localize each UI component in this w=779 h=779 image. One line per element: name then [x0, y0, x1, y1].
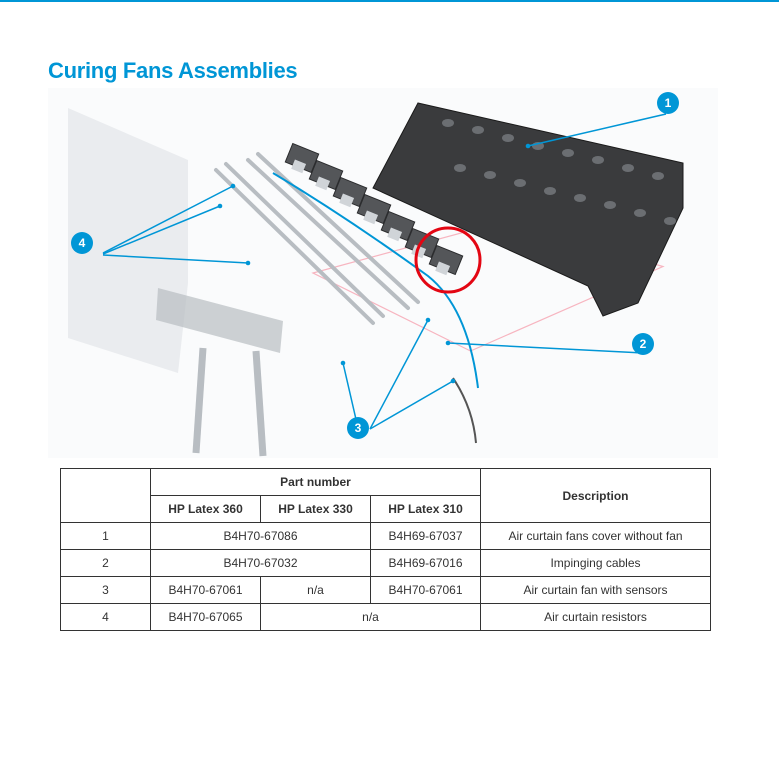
cell-description: Air curtain fans cover without fan — [481, 523, 711, 550]
cell-description: Air curtain fan with sensors — [481, 577, 711, 604]
vent-hole — [544, 187, 556, 195]
leader-endpoint — [426, 318, 431, 323]
vent-hole — [442, 119, 454, 127]
vent-hole — [514, 179, 526, 187]
cell-index: 1 — [61, 523, 151, 550]
vent-hole — [592, 156, 604, 164]
leader-line — [528, 114, 666, 146]
vent-hole — [562, 149, 574, 157]
fan-cover-housing — [373, 103, 683, 316]
vent-hole — [622, 164, 634, 172]
cell-description: Impinging cables — [481, 550, 711, 577]
printer-leg — [196, 348, 203, 453]
vent-hole — [574, 194, 586, 202]
cell-index: 2 — [61, 550, 151, 577]
leader-endpoint — [218, 204, 223, 209]
col-subheader: HP Latex 330 — [261, 496, 371, 523]
exploded-diagram: 1 2 3 4 — [48, 88, 718, 458]
leader-endpoint — [446, 341, 451, 346]
parts-table: Part number Description HP Latex 360HP L… — [60, 468, 711, 631]
cell-partnumber: B4H70-67065 — [151, 604, 261, 631]
col-subheader: HP Latex 310 — [371, 496, 481, 523]
table-row: 3B4H70-67061n/aB4H70-67061Air curtain fa… — [61, 577, 711, 604]
col-header-partnumber: Part number — [151, 469, 481, 496]
vent-hole — [652, 172, 664, 180]
cell-partnumber: n/a — [261, 604, 481, 631]
col-header-description: Description — [481, 469, 711, 523]
cell-partnumber: B4H69-67016 — [371, 550, 481, 577]
callout-3: 3 — [347, 417, 369, 439]
vent-hole — [484, 171, 496, 179]
top-divider — [0, 0, 779, 2]
cell-partnumber: B4H70-67061 — [151, 577, 261, 604]
vent-hole — [634, 209, 646, 217]
vent-hole — [604, 201, 616, 209]
callout-2: 2 — [632, 333, 654, 355]
cell-partnumber: B4H69-67037 — [371, 523, 481, 550]
cell-partnumber: n/a — [261, 577, 371, 604]
callout-4: 4 — [71, 232, 93, 254]
vent-hole — [664, 217, 676, 225]
callout-1: 1 — [657, 92, 679, 114]
cell-index: 4 — [61, 604, 151, 631]
wire — [453, 378, 476, 443]
table-row: 4B4H70-67065n/aAir curtain resistors — [61, 604, 711, 631]
vent-hole — [502, 134, 514, 142]
leader-endpoint — [526, 144, 531, 149]
cell-partnumber: B4H70-67061 — [371, 577, 481, 604]
table-row: 2B4H70-67032B4H69-67016Impinging cables — [61, 550, 711, 577]
col-header-index — [61, 469, 151, 523]
cell-partnumber: B4H70-67086 — [151, 523, 371, 550]
vent-hole — [454, 164, 466, 172]
leader-endpoint — [231, 184, 236, 189]
vent-hole — [472, 126, 484, 134]
cell-description: Air curtain resistors — [481, 604, 711, 631]
page-title: Curing Fans Assemblies — [48, 58, 297, 84]
leader-endpoint — [341, 361, 346, 366]
printer-leg — [256, 351, 263, 456]
col-subheader: HP Latex 360 — [151, 496, 261, 523]
cell-index: 3 — [61, 577, 151, 604]
leader-endpoint — [451, 379, 456, 384]
leader-endpoint — [246, 261, 251, 266]
cell-partnumber: B4H70-67032 — [151, 550, 371, 577]
table-row: 1B4H70-67086B4H69-67037Air curtain fans … — [61, 523, 711, 550]
